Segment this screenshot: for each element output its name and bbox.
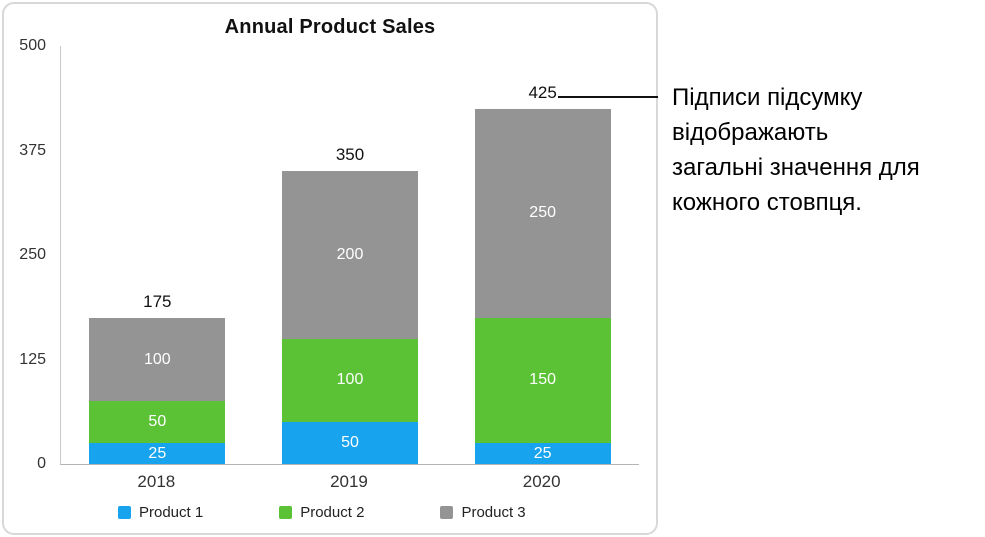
bar-segment-product-3-2020: 250: [474, 108, 611, 318]
legend-item-product-3: Product 3: [440, 504, 526, 521]
bar-segment-product-2-2019: 100: [282, 338, 418, 423]
legend-label: Product 2: [300, 504, 365, 521]
callout-leader-line: [558, 96, 658, 98]
legend-label: Product 3: [461, 504, 526, 521]
segment-value-label: 25: [148, 444, 167, 462]
y-axis-tick-label: 250: [19, 246, 46, 263]
segment-value-label: 50: [341, 434, 359, 452]
callout-text-line: кожного стовпця.: [672, 189, 862, 216]
segment-value-label: 25: [533, 444, 552, 462]
callout-text: Підписи підсумку відображають загальні з…: [672, 80, 982, 220]
segment-value-label: 100: [143, 350, 171, 368]
total-value-label: 425: [528, 82, 557, 102]
segment-value-label: 50: [148, 413, 167, 431]
segment-value-label: 150: [529, 371, 556, 389]
legend-item-product-2: Product 2: [279, 504, 364, 521]
y-axis-tick-label: 0: [37, 455, 46, 472]
callout-text-line: відображають: [672, 119, 829, 146]
x-axis-label-2019: 2019: [330, 472, 368, 491]
bar-segment-product-3-2019: 200: [282, 171, 418, 339]
x-axis-label-2018: 2018: [137, 472, 176, 491]
bar-segment-product-3-2018: 100: [89, 317, 226, 402]
bar-segment-product-1-2020: 25: [474, 443, 611, 464]
legend-label: Product 1: [139, 504, 204, 521]
legend-swatch-product-2: [279, 506, 293, 519]
legend-swatch-product-3: [440, 506, 454, 519]
bar-segment-product-2-2018: 50: [89, 401, 226, 444]
bar-segment-product-1-2019: 50: [282, 422, 418, 464]
segment-value-label: 200: [336, 246, 364, 264]
total-value-label: 350: [335, 145, 365, 165]
chart-title: Annual Product Sales: [224, 16, 436, 38]
x-axis-label-2020: 2020: [522, 472, 561, 491]
segment-value-label: 250: [529, 204, 556, 222]
y-axis: 500 375 250 125 0: [4, 37, 52, 472]
callout-text-line: загальні значення для: [672, 154, 920, 181]
legend-item-product-1: Product 1: [118, 504, 203, 521]
callout-text-line: Підписи підсумку: [672, 84, 863, 111]
bar-segment-product-2-2020: 150: [474, 317, 611, 444]
y-axis-tick-label: 125: [19, 350, 46, 368]
x-axis: 2018 2019 2020: [60, 472, 638, 494]
plot-area: 25 50 100 175 50 100 200 350 25 150 250 425: [60, 46, 639, 465]
y-axis-tick-label: 375: [19, 141, 46, 159]
total-value-label: 175: [143, 291, 172, 311]
bar-segment-product-1-2018: 25: [89, 443, 226, 464]
legend-swatch-product-1: [118, 506, 131, 519]
segment-value-label: 100: [336, 371, 364, 389]
legend: Product 1 Product 2 Product 3: [118, 504, 526, 521]
chart-card: Annual Product Sales 500 375 250 125 0 25 50 1…: [2, 2, 658, 535]
y-axis-tick-label: 500: [19, 37, 46, 54]
